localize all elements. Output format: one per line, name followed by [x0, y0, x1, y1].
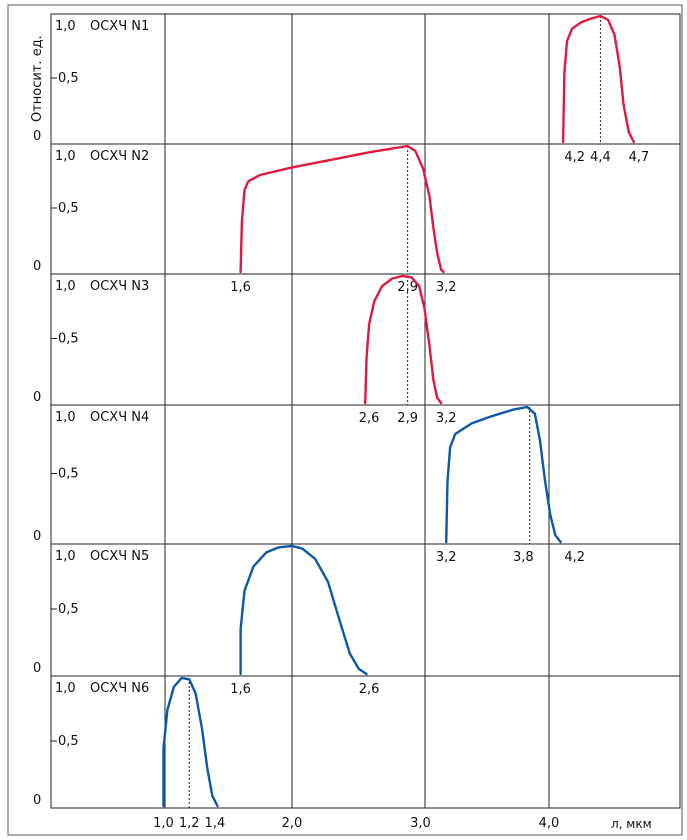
y-tick-label-1: 1,0 [55, 19, 76, 34]
y-tick-label-05: 0,5 [58, 467, 79, 482]
wavelength-label: 3,2 [436, 550, 457, 565]
y-tick-label-05: 0,5 [58, 201, 79, 216]
y-tick-label-0: 0 [33, 661, 41, 676]
y-tick-label-05: 0,5 [58, 602, 79, 617]
y-tick-label-05: 0,5 [58, 71, 79, 86]
panels: 1,0 0,5 0 ОСХЧ N1 4,2 4,4 4,7 1,0 0,5 0 ОСХЧ N2 1,6… [33, 16, 649, 808]
wavelength-label: 4,7 [629, 150, 650, 165]
y-tick-label-1: 1,0 [55, 149, 76, 164]
panel-name: ОСХЧ N3 [90, 279, 149, 294]
wavelength-label: 1,6 [230, 280, 251, 295]
y-axis-label: Относит. ед. [30, 35, 45, 122]
x-tick-label: 2,0 [282, 816, 303, 831]
sensitivity-curve [241, 546, 367, 674]
sensitivity-curve [446, 407, 560, 542]
panel-name: ОСХЧ N2 [90, 149, 149, 164]
wavelength-label: 3,2 [436, 280, 457, 295]
y-tick-label-1: 1,0 [55, 410, 76, 425]
y-tick-label-0: 0 [33, 129, 41, 144]
y-tick-label-1: 1,0 [55, 279, 76, 294]
y-tick-label-0: 0 [33, 390, 41, 405]
y-tick-label-05: 0,5 [58, 734, 79, 749]
panel-name: ОСХЧ N5 [90, 549, 149, 564]
x-tick-label: 1,4 [205, 816, 226, 831]
wavelength-label: 2,6 [359, 411, 380, 426]
sensitivity-curve [164, 678, 218, 806]
y-tick-label-0: 0 [33, 259, 41, 274]
panel-4: 1,0 0,5 0 ОСХЧ N4 3,2 3,8 4,2 [33, 407, 585, 565]
wavelength-label: 4,4 [590, 150, 611, 165]
y-tick-label-05: 0,5 [58, 332, 79, 347]
panel-name: ОСХЧ N1 [90, 19, 149, 34]
y-tick-label-0: 0 [33, 793, 41, 808]
panel-3: 1,0 0,5 0 ОСХЧ N3 2,6 2,9 3,2 [33, 276, 457, 426]
wavelength-label: 2,9 [397, 411, 418, 426]
x-tick-label: 4,0 [539, 816, 560, 831]
panel-6: 1,0 0,5 0 ОСХЧ N6 [33, 678, 218, 808]
x-tick-label: 3,0 [410, 816, 431, 831]
y-tick-label-1: 1,0 [55, 549, 76, 564]
sensitivity-curve [563, 16, 634, 142]
y-tick-label-0: 0 [33, 529, 41, 544]
panel-name: ОСХЧ N4 [90, 410, 149, 425]
wavelength-label: 2,6 [359, 682, 380, 697]
wavelength-label: 3,2 [436, 411, 457, 426]
x-axis-label: л, мкм [611, 817, 652, 831]
wavelength-label: 3,8 [513, 550, 534, 565]
x-axis: 1,0 1,2 1,4 2,0 3,0 4,0 [153, 816, 559, 831]
x-tick-label: 1,0 [153, 816, 174, 831]
wavelength-label: 4,2 [564, 150, 585, 165]
sensitivity-curve [365, 276, 441, 403]
x-tick-label: 1,2 [179, 816, 200, 831]
panel-1: 1,0 0,5 0 ОСХЧ N1 4,2 4,4 4,7 [33, 16, 649, 165]
panel-name: ОСХЧ N6 [90, 681, 149, 696]
panel-5: 1,0 0,5 0 ОСХЧ N5 1,6 2,6 [33, 546, 379, 697]
sensitivity-curve [241, 146, 444, 272]
wavelength-label: 4,2 [564, 550, 585, 565]
y-tick-label-1: 1,0 [55, 681, 76, 696]
wavelength-label: 1,6 [230, 682, 251, 697]
